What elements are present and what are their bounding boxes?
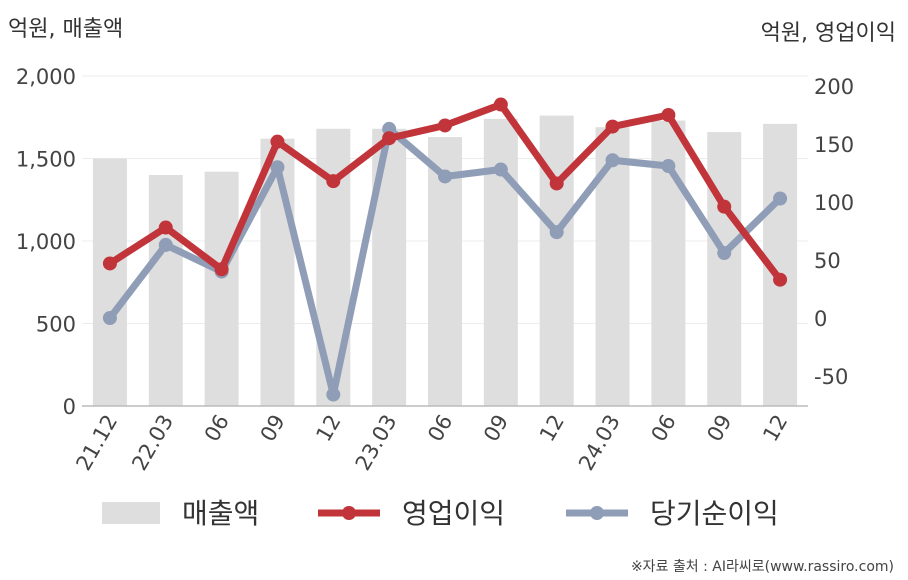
x-tick-label: 12 [535,411,569,446]
x-tick-label: 23.03 [351,411,402,475]
series-point [326,174,341,189]
right-tick-label: -50 [814,365,848,389]
series-point [326,387,341,402]
left-tick-label: 0 [63,395,76,419]
right-tick-label: 150 [814,133,854,157]
right-tick-label: 0 [814,307,827,331]
series-point [270,160,285,175]
legend-swatch-bar [102,502,160,524]
x-tick-label: 24.03 [574,411,625,475]
source-note: ※자료 출처 : AI라씨로(www.rassiro.com) [631,559,894,575]
left-tick-label: 500 [36,313,76,337]
legend-swatch-point [590,506,604,520]
series-point [773,272,788,287]
x-tick-label: 21.12 [71,411,122,475]
left-tick-label: 1,000 [16,230,76,254]
series-point [661,159,676,174]
x-tick-label: 09 [256,411,290,446]
bar [92,158,127,406]
series-point [382,131,397,146]
bar-series [92,115,798,407]
left-axis-ticks: 0 500 1,000 1,500 2,000 [16,65,76,419]
x-tick-label: 12 [758,411,792,446]
x-tick-label: 22.03 [127,411,178,475]
right-axis-ticks: -50 0 50 100 150 200 [814,75,854,389]
bar [707,132,742,406]
right-tick-label: 200 [814,75,854,99]
series-point [102,256,117,271]
series-point [102,311,117,325]
x-tick-label: 06 [647,411,681,446]
series-point [493,162,508,177]
x-tick-label: 06 [200,411,234,446]
bar [595,127,630,407]
series-point [549,176,564,191]
series-point [605,119,620,134]
series-point [661,108,676,122]
bar [148,175,183,406]
legend-label: 영업이익 [402,497,505,530]
series-point [493,97,508,112]
left-tick-label: 2,000 [16,65,76,89]
series-point [773,191,788,206]
bar [483,118,518,407]
x-axis-ticks: 21.12 22.03 06 09 12 23.03 06 09 12 24.03 06 09 12 [71,411,792,475]
x-tick-label: 09 [702,411,736,446]
series-point [158,220,173,235]
series-point [549,225,564,240]
series-point [438,118,452,133]
series-point [438,169,452,184]
legend-label: 당기순이익 [650,497,779,530]
series-point [270,134,285,149]
series-point [717,246,732,261]
x-tick-label: 06 [423,411,457,446]
left-tick-label: 1,500 [16,148,76,172]
series-point [214,262,229,277]
legend-swatch-point [342,506,356,520]
series-point [158,237,173,252]
right-tick-label: 100 [814,191,854,215]
x-tick-label: 12 [311,411,345,446]
bar [204,171,239,406]
right-axis-unit: 억원, 영업이익 [761,21,896,46]
line-series [102,97,788,402]
series-point [717,199,732,214]
x-tick-label: 09 [479,411,513,446]
legend: 매출액 영업이익 당기순이익 [102,497,779,530]
left-axis-unit: 억원, 매출액 [8,17,123,42]
bar [539,115,574,406]
right-tick-label: 50 [814,249,841,273]
legend-label: 매출액 [182,497,259,530]
series-point [605,153,620,168]
